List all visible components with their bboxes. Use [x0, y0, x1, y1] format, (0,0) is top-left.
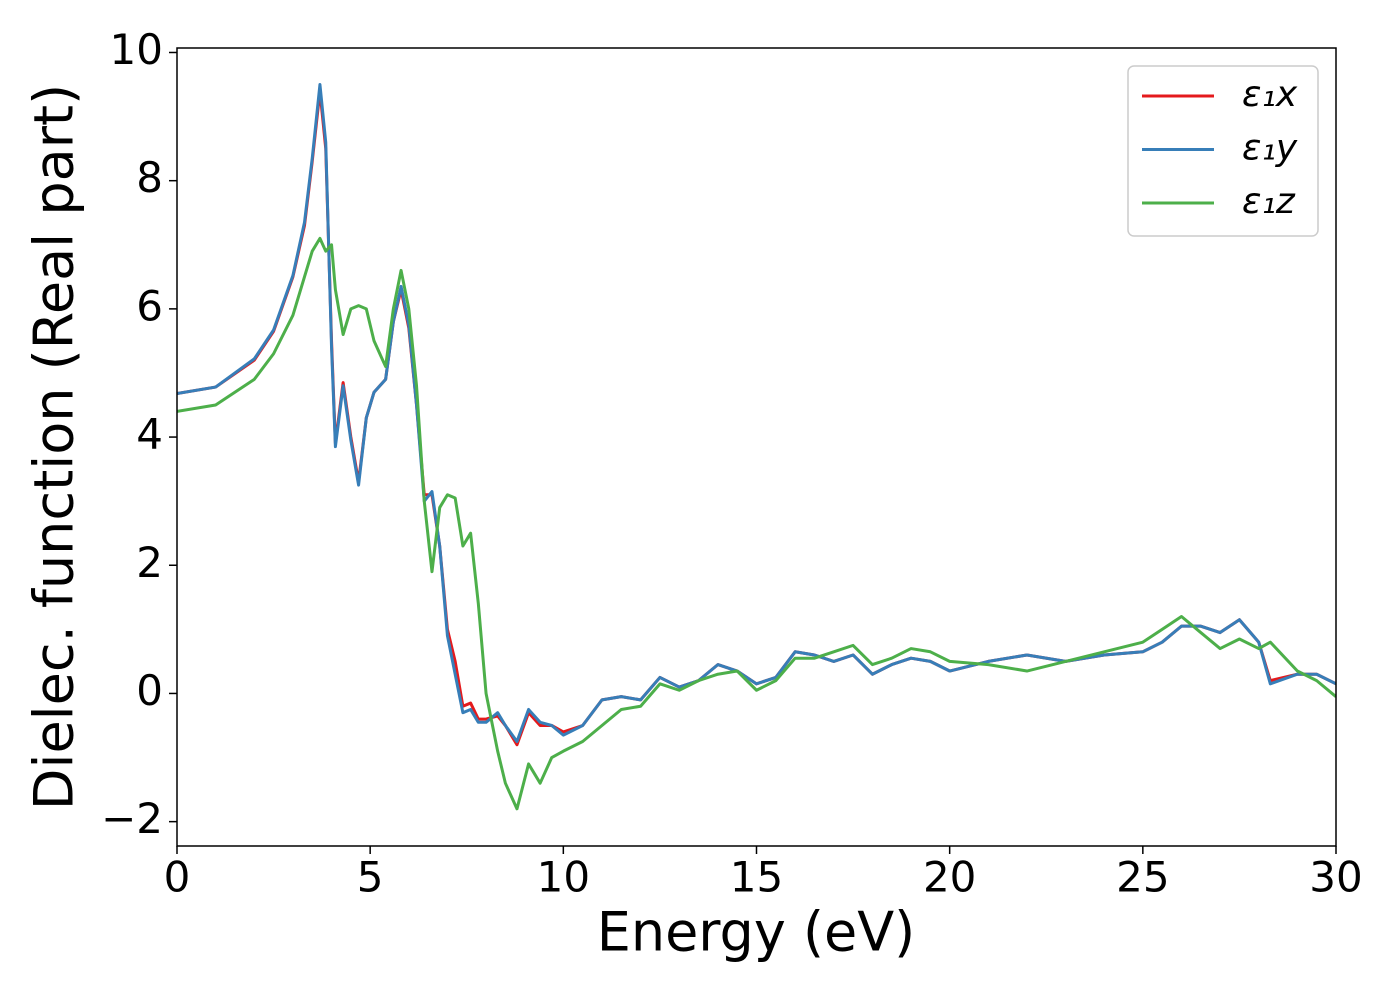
y-tick-label: 8	[136, 153, 163, 202]
plot-lines	[177, 83, 1336, 811]
plot-frame	[176, 47, 1337, 847]
y-axis-label: Dielec. function (Real part)	[23, 84, 86, 810]
x-tick-label: 30	[1309, 853, 1362, 902]
x-tick-label: 5	[357, 853, 384, 902]
y-tick-label: 10	[110, 25, 163, 74]
legend-label: ε₁x	[1242, 74, 1298, 115]
x-tick-label: 25	[1116, 853, 1169, 902]
x-tick-label: 10	[537, 853, 590, 902]
y-tick-label: 6	[136, 281, 163, 330]
x-axis-label: Energy (eV)	[597, 901, 916, 964]
y-tick-label: 2	[136, 538, 163, 587]
x-tick-label: 0	[164, 853, 191, 902]
legend-box	[1127, 65, 1319, 237]
y-tick-label: 0	[136, 666, 163, 715]
x-tick-label: 20	[923, 853, 976, 902]
legend-label: ε₁z	[1242, 181, 1296, 222]
series-line	[177, 236, 1336, 811]
y-tick-label: 4	[136, 410, 163, 459]
x-tick-label: 15	[730, 853, 783, 902]
y-tick-label: −2	[101, 794, 163, 843]
legend-label: ε₁y	[1242, 128, 1298, 169]
